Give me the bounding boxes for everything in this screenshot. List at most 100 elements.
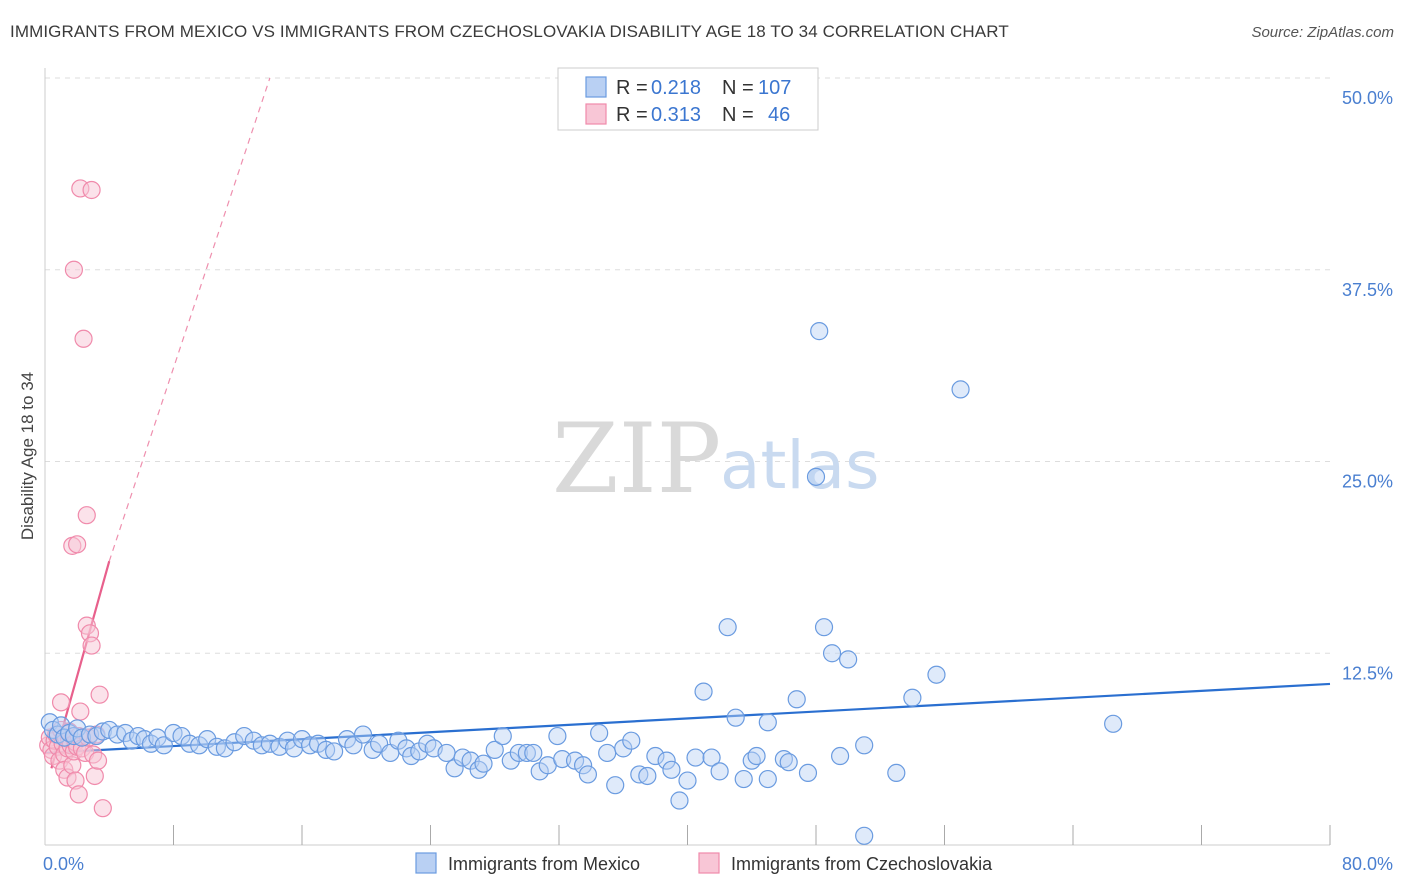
mexico-point-98 [798, 763, 818, 783]
mexico-point-108 [927, 665, 946, 684]
czech-point-41 [85, 766, 104, 786]
legend-n-value-mexico: 107 [758, 77, 791, 99]
mexico-point-76 [622, 731, 641, 750]
mexico-point-83 [678, 771, 697, 790]
mexico-point-79 [646, 746, 665, 766]
x-tick-label-0: 0.0% [43, 854, 84, 874]
mexico-point-85 [694, 682, 713, 701]
y-tick-label-2: 37.5% [1342, 280, 1393, 300]
legend-n-value-czech: 46 [768, 104, 790, 126]
trend-line-czech-extension [108, 77, 271, 562]
czech-point-42 [88, 751, 108, 770]
mexico-point-82 [670, 791, 689, 810]
legend-r-label-mexico: R = [616, 77, 648, 99]
gridlines [45, 77, 1330, 654]
mexico-point-81 [662, 760, 681, 779]
mexico-point-59 [485, 740, 504, 759]
czech-point-35 [77, 506, 96, 525]
mexico-point-100 [814, 618, 834, 637]
mexico-point-72 [590, 723, 609, 743]
mexico-point-101 [822, 644, 842, 663]
mexico-point-109 [951, 380, 970, 399]
correlation-legend: R = 0.218 N = 107 R = 0.313 N = 46 [557, 67, 819, 131]
legend-r-value-czech: 0.313 [651, 104, 701, 126]
mexico-point-78 [638, 766, 657, 786]
mexico-points [40, 322, 1123, 845]
trend-line-mexico [44, 682, 1331, 755]
mexico-point-84 [686, 748, 705, 767]
y-axis-label: Disability Age 18 to 34 [18, 372, 37, 540]
czech-point-9 [51, 693, 71, 712]
mexico-point-106 [887, 763, 906, 783]
chart-title: IMMIGRANTS FROM MEXICO VS IMMIGRANTS FRO… [10, 22, 1009, 41]
mexico-point-93 [758, 769, 777, 789]
czech-point-39 [82, 636, 101, 655]
chart-source: Source: ZipAtlas.com [1251, 24, 1394, 41]
watermark-zip: ZIP [552, 403, 721, 515]
mexico-point-74 [606, 776, 625, 795]
mexico-point-90 [734, 769, 753, 789]
mexico-point-25 [198, 730, 217, 749]
mexico-point-96 [779, 753, 798, 772]
mexico-point-102 [830, 746, 850, 766]
mexico-point-28 [225, 733, 244, 752]
y-tick-labels: 12.5% 25.0% 37.5% 50.0% [1342, 88, 1393, 683]
x-tick-labels: 0.0% 80.0% [43, 854, 1393, 874]
mexico-point-105 [855, 826, 874, 845]
y-tick-label-0: 12.5% [1342, 663, 1393, 683]
axes [44, 68, 1331, 846]
series-swatch-mexico [415, 852, 437, 874]
mexico-point-20 [154, 736, 173, 755]
mexico-point-71 [578, 765, 598, 784]
czech-point-26 [68, 535, 87, 554]
mexico-point-89 [726, 708, 745, 727]
x-tick-label-1: 80.0% [1342, 854, 1393, 874]
legend-r-label-czech: R = [616, 104, 648, 126]
mexico-point-99 [806, 467, 826, 486]
mexico-point-57 [469, 760, 488, 779]
mexico-point-103 [839, 650, 858, 669]
mexico-point-53 [437, 743, 456, 763]
mexico-point-107 [903, 688, 922, 707]
mexico-point-58 [474, 754, 493, 773]
mexico-point-51 [418, 734, 437, 753]
mexico-point-87 [710, 762, 729, 781]
mexico-point-97 [787, 690, 806, 709]
mexico-point-104 [855, 736, 874, 755]
legend-swatch-czech [585, 103, 607, 125]
mexico-point-60 [493, 726, 512, 746]
mexico-point-86 [702, 748, 721, 767]
mexico-point-40 [325, 742, 344, 761]
mexico-point-43 [353, 725, 373, 744]
mexico-point-73 [598, 743, 617, 763]
mexico-point-92 [747, 746, 766, 766]
mexico-point-63 [517, 743, 536, 763]
czech-point-29 [71, 702, 90, 721]
czech-point-38 [82, 180, 101, 200]
mexico-point-95 [774, 749, 793, 769]
czech-point-32 [74, 329, 93, 348]
series-swatch-czech [698, 852, 720, 874]
watermark: ZIP atlas [552, 403, 880, 515]
mexico-point-27 [215, 739, 234, 758]
czech-point-28 [69, 785, 88, 804]
series-legend: Immigrants from Mexico Immigrants from C… [415, 852, 993, 874]
mexico-point-29 [235, 726, 254, 746]
series-label-czech: Immigrants from Czechoslovakia [731, 854, 993, 874]
czech-point-22 [64, 260, 84, 279]
mexico-point-88 [718, 618, 737, 637]
mexico-point-111 [810, 322, 829, 341]
legend-n-label-mexico: N = [722, 77, 754, 99]
series-label-mexico: Immigrants from Mexico [448, 854, 640, 874]
legend-n-label-czech: N = [722, 104, 754, 126]
mexico-point-70 [573, 756, 593, 775]
legend-swatch-mexico [585, 76, 607, 98]
czech-point-43 [90, 685, 109, 704]
mexico-point-80 [657, 751, 676, 770]
czech-point-44 [93, 799, 112, 818]
mexico-point-110 [1104, 714, 1123, 733]
mexico-point-64 [524, 743, 543, 763]
legend-r-value-mexico: 0.218 [651, 77, 701, 99]
y-tick-label-1: 25.0% [1342, 472, 1393, 492]
